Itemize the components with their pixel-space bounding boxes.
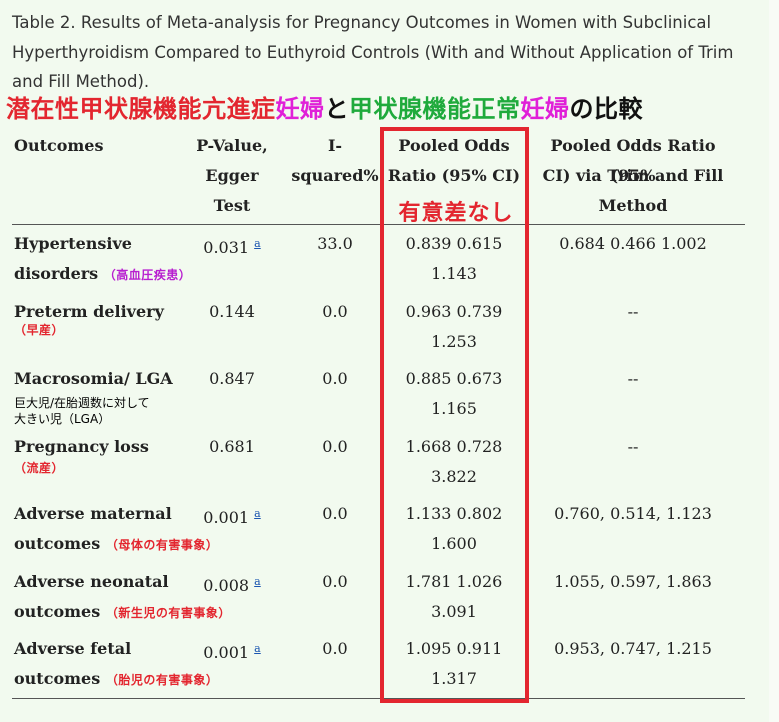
outcome-label-cont: outcomes [14,534,101,553]
header-pvalue-line1: P-Value, [196,136,268,155]
outcome-label-cont: disorders [14,264,99,283]
japanese-title: 潜在性甲状腺機能亢進症妊婦と甲状腺機能正常妊婦の比較 [6,89,643,124]
jp-title-part5: 妊婦 [520,95,570,123]
pooled-or-upper: 1.253 [431,332,477,351]
header-trimfill-line1: Pooled Odds Ratio (95% [550,136,716,185]
jp-title-part6: の比較 [569,95,643,123]
i-squared-value: 0.0 [322,437,348,456]
header-trimfill-line2: CI) via Trim and Fill [542,166,724,185]
no-significant-difference-label: 有意差なし [398,201,514,226]
header-divider [12,224,745,225]
outcome-label: Pregnancy loss [14,437,149,456]
outcome-jp-note: （新生児の有害事象） [105,606,231,620]
pooled-or-value: 1.668 0.728 [405,437,503,456]
outcome-label: Adverse fetal [14,639,132,658]
jp-title-part2: 妊婦 [275,95,325,123]
trimfill-value: 0.684 0.466 1.002 [559,234,707,253]
outcome-jp-note: （高血圧疾患） [103,268,192,282]
outcome-label-cont: outcomes [14,602,101,621]
outcome-jp-note-cont: 大きい児（LGA） [14,412,111,426]
trimfill-value: 0.953, 0.747, 1.215 [554,639,712,658]
pooled-or-value: 1.133 0.802 [405,504,503,523]
header-isquared-line1: I- [327,136,343,155]
outcome-label: Macrosomia/ LGA [14,369,173,388]
scrollbar[interactable] [769,0,779,722]
jp-title-part1: 潜在性甲状腺機能亢進症 [6,95,276,123]
trimfill-value: 0.760, 0.514, 1.123 [554,504,712,523]
outcome-jp-note: （流産） [14,461,65,475]
header-isquared-line2: squared% [291,166,379,185]
outcome-jp-note: （母体の有害事象） [105,538,219,552]
pooled-or-upper: 3.822 [431,467,477,486]
footnote-link[interactable]: a [254,575,261,588]
outcome-jp-note: （胎児の有害事象） [105,673,219,687]
p-value: 0.001 [203,508,250,527]
footnote-link[interactable]: a [254,237,261,250]
header-pvalue-line2: Egger Test [205,166,259,215]
i-squared-value: 0.0 [322,572,348,591]
i-squared-value: 33.0 [317,234,353,253]
header-pooled-or-line2: Ratio (95% CI) [387,166,521,185]
p-value: 0.001 [203,643,250,662]
header-pooled-or-line1: Pooled Odds [398,136,510,155]
table-caption: Table 2. Results of Meta-analysis for Pr… [12,13,734,91]
header-trimfill-line3: Method [598,196,668,215]
pooled-or-value: 1.781 1.026 [405,572,503,591]
pooled-or-value: 0.885 0.673 [405,369,503,388]
pooled-or-value: 0.963 0.739 [405,302,503,321]
jp-title-part4: 甲状腺機能正常 [349,95,521,123]
trimfill-value: -- [627,437,639,456]
outcome-label: Adverse maternal [14,504,172,523]
outcome-jp-note: 巨大児/在胎週数に対して [14,396,150,410]
i-squared-value: 0.0 [322,302,348,321]
outcome-label-cont: outcomes [14,669,101,688]
pooled-or-upper: 1.317 [431,669,477,688]
header-outcomes: Outcomes [14,136,104,155]
table-bottom-border [12,698,745,699]
p-value: 0.144 [209,302,255,321]
trimfill-value: -- [627,302,639,321]
i-squared-value: 0.0 [322,504,348,523]
footnote-link[interactable]: a [254,642,261,655]
footnote-link[interactable]: a [254,507,261,520]
trimfill-value: -- [627,369,639,388]
highlight-box [380,127,529,703]
outcome-label: Adverse neonatal [14,572,169,591]
i-squared-value: 0.0 [322,639,348,658]
jp-title-part3: と [324,95,349,123]
p-value: 0.008 [203,576,250,595]
outcome-jp-note: （早産） [14,323,65,337]
pooled-or-value: 1.095 0.911 [405,639,503,658]
outcome-label: Hypertensive [14,234,132,253]
p-value: 0.847 [209,369,255,388]
p-value: 0.681 [209,437,255,456]
pooled-or-upper: 1.143 [431,264,477,283]
p-value: 0.031 [203,238,250,257]
i-squared-value: 0.0 [322,369,348,388]
trimfill-value: 1.055, 0.597, 1.863 [554,572,712,591]
pooled-or-value: 0.839 0.615 [405,234,503,253]
pooled-or-upper: 1.165 [431,399,477,418]
pooled-or-upper: 1.600 [431,534,477,553]
pooled-or-upper: 3.091 [431,602,477,621]
outcome-label: Preterm delivery [14,302,164,321]
